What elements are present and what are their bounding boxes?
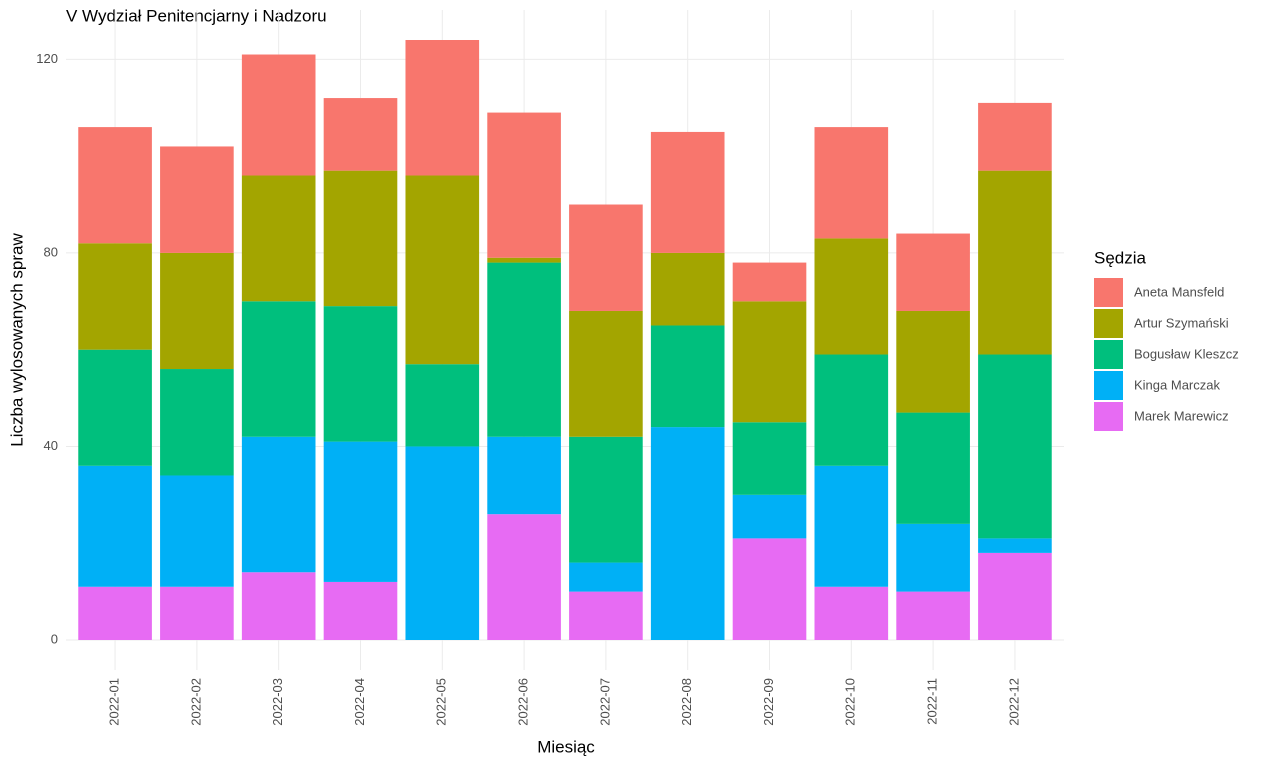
bar-segment bbox=[978, 102, 1052, 171]
bar-segment bbox=[487, 514, 561, 640]
x-tick-label: 2022-01 bbox=[107, 678, 122, 726]
bar-segment bbox=[241, 572, 316, 640]
legend-label: Marek Marewicz bbox=[1134, 408, 1229, 423]
bar-segment bbox=[732, 301, 807, 423]
bar-segment bbox=[160, 146, 234, 253]
legend-label: Artur Szymański bbox=[1134, 315, 1229, 330]
bar-segment bbox=[896, 591, 970, 640]
x-tick-label: 2022-10 bbox=[843, 678, 858, 726]
x-tick-label: 2022-03 bbox=[270, 678, 285, 726]
x-tick-label: 2022-06 bbox=[516, 678, 531, 726]
bar-segment bbox=[241, 175, 316, 302]
bar-segment bbox=[405, 40, 480, 176]
y-axis-label: Liczba wylosowanych spraw bbox=[7, 233, 26, 447]
x-tick-label: 2022-02 bbox=[188, 678, 203, 726]
bar-segment bbox=[241, 436, 316, 573]
bar-segment bbox=[405, 175, 480, 365]
x-tick-label: 2022-07 bbox=[597, 678, 612, 726]
legend-swatch bbox=[1094, 309, 1123, 338]
x-tick-label: 2022-12 bbox=[1006, 678, 1021, 726]
bar-segment bbox=[896, 412, 970, 524]
bar-segment bbox=[732, 538, 807, 640]
bar-segment bbox=[896, 233, 970, 311]
legend-swatch bbox=[1094, 371, 1123, 400]
x-tick-label: 2022-11 bbox=[925, 678, 940, 725]
bar-segment bbox=[896, 523, 970, 592]
bar-segment bbox=[323, 170, 398, 307]
y-tick-label: 120 bbox=[36, 51, 58, 66]
bar-segment bbox=[323, 98, 398, 171]
bar-segment bbox=[323, 306, 398, 442]
bar-segment bbox=[732, 422, 807, 495]
bar-segment bbox=[160, 369, 234, 476]
bar-segment bbox=[78, 465, 152, 587]
y-tick-label: 0 bbox=[51, 631, 58, 646]
bar-segment bbox=[650, 252, 725, 326]
bar-segment bbox=[405, 364, 480, 447]
bar-segment bbox=[978, 354, 1052, 539]
bar-segment bbox=[323, 441, 398, 582]
bar-segment bbox=[896, 310, 970, 413]
x-tick-label: 2022-09 bbox=[761, 678, 776, 726]
legend-title: Sędzia bbox=[1094, 248, 1147, 267]
bar-segment bbox=[487, 262, 561, 437]
x-tick-label: 2022-05 bbox=[434, 678, 449, 726]
bar-segment bbox=[569, 562, 643, 592]
y-tick-label: 40 bbox=[44, 438, 58, 453]
bar-segment bbox=[487, 257, 561, 263]
y-tick-label: 80 bbox=[44, 244, 58, 259]
legend-label: Bogusław Kleszcz bbox=[1134, 346, 1239, 361]
bar-segment bbox=[814, 465, 889, 587]
bar-segment bbox=[814, 127, 889, 239]
x-tick-label: 2022-04 bbox=[352, 678, 367, 726]
bar-segment bbox=[814, 586, 889, 640]
legend-label: Kinga Marczak bbox=[1134, 377, 1220, 392]
bar-segment bbox=[814, 354, 889, 466]
bar-segment bbox=[78, 586, 152, 640]
bar-segment bbox=[732, 262, 807, 302]
legend-swatch bbox=[1094, 278, 1123, 307]
bar-segment bbox=[569, 436, 643, 563]
bar-segment bbox=[569, 310, 643, 437]
bar-segment bbox=[78, 243, 152, 350]
bar-segment bbox=[569, 591, 643, 640]
bar-segment bbox=[814, 238, 889, 355]
x-axis-label: Miesiąc bbox=[537, 737, 595, 756]
bar-segment bbox=[978, 170, 1052, 355]
bar-segment bbox=[978, 552, 1052, 640]
bar-segment bbox=[241, 54, 316, 176]
bar-segment bbox=[978, 538, 1052, 553]
bar-segment bbox=[78, 127, 152, 244]
bar-segment bbox=[732, 494, 807, 539]
bar-segment bbox=[160, 475, 234, 587]
bar-segment bbox=[650, 131, 725, 253]
bar-segment bbox=[160, 252, 234, 370]
bar-segment bbox=[160, 586, 234, 640]
bar-segment bbox=[569, 204, 643, 311]
bar-segment bbox=[241, 301, 316, 437]
chart-title: V Wydział Penitencjarny i Nadzoru bbox=[66, 6, 327, 25]
legend-label: Aneta Mansfeld bbox=[1134, 284, 1224, 299]
legend-swatch bbox=[1094, 340, 1123, 369]
legend-swatch bbox=[1094, 402, 1123, 431]
bar-segment bbox=[78, 349, 152, 466]
x-tick-label: 2022-08 bbox=[679, 678, 694, 726]
bar-segment bbox=[487, 436, 561, 515]
bar-segment bbox=[323, 581, 398, 640]
bar-segment bbox=[405, 446, 480, 640]
bar-segment bbox=[650, 427, 725, 640]
bar-segment bbox=[650, 325, 725, 428]
bar-segment bbox=[487, 112, 561, 258]
